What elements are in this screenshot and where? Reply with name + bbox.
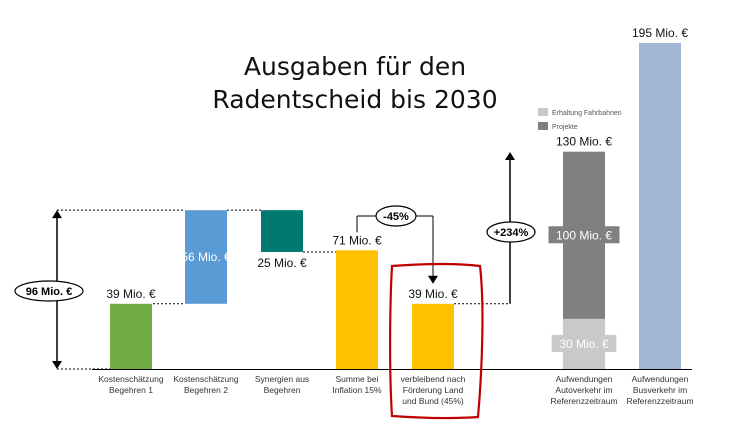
category-label-7-line-1: Aufwendungen — [632, 374, 689, 384]
category-label-5-line-2: Förderung Land — [403, 385, 464, 395]
bar-6-total-label: 130 Mio. € — [556, 135, 612, 149]
category-label-3-line-1: Synergien aus — [255, 374, 309, 384]
legend-swatch-2 — [538, 122, 548, 130]
highlight-outline — [389, 263, 484, 420]
category-label-7-line-3: Referenzzeitraum — [626, 396, 693, 406]
category-label-2-line-1: Kostenschätzung — [173, 374, 238, 384]
bar-6-segment-1-label: 30 Mio. € — [559, 337, 609, 351]
category-label-5-line-1: verbleibend nach — [401, 374, 466, 384]
bar-1-label: 39 Mio. € — [106, 287, 156, 301]
bar-4 — [336, 250, 378, 369]
span-arrow-head-up — [52, 210, 62, 219]
legend-label-2: Projekte — [552, 124, 578, 131]
category-label-6-line-2: Autoverkehr im — [555, 385, 612, 395]
category-label-6-line-1: Aufwendungen — [556, 374, 613, 384]
bar-7 — [639, 43, 681, 369]
span-arrow-head-down — [52, 361, 62, 369]
bar-4-label: 71 Mio. € — [332, 233, 382, 247]
bar-7-label: 195 Mio. € — [632, 26, 688, 40]
bar-6-segment-2-label: 100 Mio. € — [556, 228, 612, 242]
reduction-label: -45% — [383, 211, 409, 223]
increase-arrow-head — [505, 152, 515, 160]
category-label-6-line-3: Referenzzeitraum — [550, 396, 617, 406]
reduction-arrow-head — [428, 275, 438, 284]
category-label-4-line-1: Summe bei — [336, 374, 379, 384]
bar-2-label: 56 Mio. € — [181, 250, 231, 264]
bar-1 — [110, 303, 152, 369]
span-label: 96 Mio. € — [26, 286, 72, 298]
chart-title-line-1: Ausgaben für den — [243, 52, 467, 81]
category-label-4-line-2: Inflation 15% — [332, 385, 382, 395]
category-label-3-line-2: Begehren — [264, 385, 301, 395]
category-label-7-line-2: Busverkehr im — [633, 385, 687, 395]
bar-3-label: 25 Mio. € — [257, 256, 307, 270]
bar-5 — [412, 303, 454, 369]
legend-label-1: Erhaltung Fahrbahnen — [552, 110, 622, 117]
category-label-1-line-1: Kostenschätzung — [98, 374, 163, 384]
increase-label: +234% — [494, 227, 529, 239]
legend-swatch-1 — [538, 108, 548, 116]
bar-2 — [185, 210, 227, 304]
bar-3 — [261, 210, 303, 252]
chart-title: Ausgaben für den Radentscheid bis 2030 — [170, 50, 540, 116]
span-label-oval — [14, 280, 84, 302]
category-label-2-line-2: Begehren 2 — [184, 385, 228, 395]
reduction-label-oval — [375, 205, 417, 227]
bar-6-segment-1-label-bg — [551, 334, 617, 352]
category-label-5-line-3: und Bund (45%) — [402, 396, 464, 406]
increase-label-oval — [486, 221, 536, 243]
chart-title-line-2: Radentscheid bis 2030 — [212, 85, 498, 114]
category-label-1-line-2: Begehren 1 — [109, 385, 153, 395]
bar-6-segment-2-label-bg — [548, 226, 620, 244]
bar-5-label: 39 Mio. € — [408, 287, 458, 301]
